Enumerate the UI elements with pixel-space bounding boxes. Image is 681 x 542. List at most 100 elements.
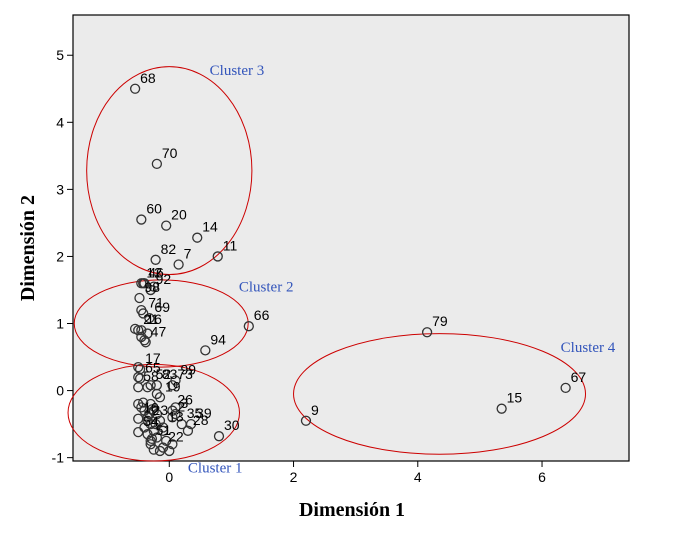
y-tick-label: 0 [56,383,64,399]
data-point [150,254,161,265]
point-label: 71 [148,294,164,310]
data-point [138,278,149,289]
data-point [145,418,156,430]
data-point [167,412,178,423]
point-label: 66 [254,307,270,323]
point-label: 10 [143,400,159,416]
point-label: 21 [143,311,159,327]
data-point [213,431,225,442]
point-label: 67 [571,369,587,385]
cluster-ellipse [73,279,249,368]
data-point [145,380,156,391]
point-label: 19 [165,378,181,394]
data-point [496,403,507,414]
point-label: 17 [145,350,161,366]
data-point [182,425,194,436]
data-point [421,327,433,338]
data-point [243,321,254,332]
data-point [170,408,181,420]
point-label: 83 [162,366,178,382]
data-point [133,325,144,336]
y-tick-label: -1 [52,450,65,466]
point-label: 7 [184,245,192,261]
point-label: 54 [143,413,159,429]
data-point [560,382,571,394]
data-point [161,220,172,231]
point-label: 22 [168,429,184,445]
data-point [144,312,155,324]
point-label: 51 [156,422,172,438]
point-label: 12 [146,264,162,280]
point-label: 47 [151,323,167,339]
point-label: 23 [153,402,169,418]
point-label: 9 [311,402,319,418]
point-label: 26 [177,392,193,408]
point-label: 35 [187,405,203,421]
data-point [167,405,178,416]
data-point [164,445,175,457]
x-axis-title: Dimensión 1 [299,499,405,521]
data-point [167,439,178,450]
y-axis: -1 0 1 2 3 4 5 [52,47,73,466]
point-label: 65 [145,360,161,376]
point-label: 73 [177,366,193,382]
y-tick-label: 5 [56,47,64,63]
x-tick-label: 6 [538,469,546,485]
y-axis-title: Dimensión 2 [17,195,39,301]
point-label: 70 [162,145,178,161]
cluster-ellipse [293,333,587,455]
data-point [133,427,144,438]
data-points [129,83,571,457]
data-point [148,281,159,292]
data-point [134,292,145,304]
point-label: 11 [223,237,238,253]
point-label: 30 [224,417,240,433]
point-label: 92 [156,271,172,287]
data-point [138,397,149,408]
cluster-label: Cluster 3 [210,63,265,79]
x-tick-label: 0 [165,469,173,485]
data-point [145,435,156,447]
data-point [173,259,184,270]
plot-area [72,14,630,462]
cluster-ellipses [67,66,587,462]
y-tick-label: 3 [56,181,64,197]
data-point [146,433,158,445]
point-label: 39 [196,405,212,421]
point-label: 68 [140,70,156,86]
point-label: 69 [154,299,170,315]
data-point [192,232,203,243]
point-label: 15 [507,390,523,406]
data-point [136,214,147,225]
point-label: 13 [168,408,184,424]
data-point [145,284,156,296]
data-point [200,345,211,356]
point-label: 46 [148,264,164,280]
y-tick-label: 1 [56,316,64,332]
data-point [167,380,178,391]
x-axis: 0 2 4 6 [165,461,546,485]
data-point [133,382,144,393]
cluster-label: Cluster 4 [561,340,616,356]
data-point [300,415,312,426]
data-point [151,158,163,170]
cluster-labels: Cluster 1 Cluster 2 Cluster 3 Cluster 4 [188,63,616,477]
data-point [145,439,156,450]
data-point [142,415,153,426]
data-point [151,432,163,443]
cluster-label: Cluster 1 [188,461,243,477]
point-label: 2 [177,398,185,414]
point-label: 94 [210,331,226,347]
data-point [151,380,163,391]
point-label: 16 [146,311,162,327]
point-label: 99 [181,362,197,378]
data-point [157,422,169,433]
point-label: 14 [202,219,218,235]
data-point [170,402,181,413]
cluster-ellipse [86,66,253,276]
point-label: 82 [161,241,177,257]
data-point [136,402,147,413]
point-label: 60 [146,201,162,217]
